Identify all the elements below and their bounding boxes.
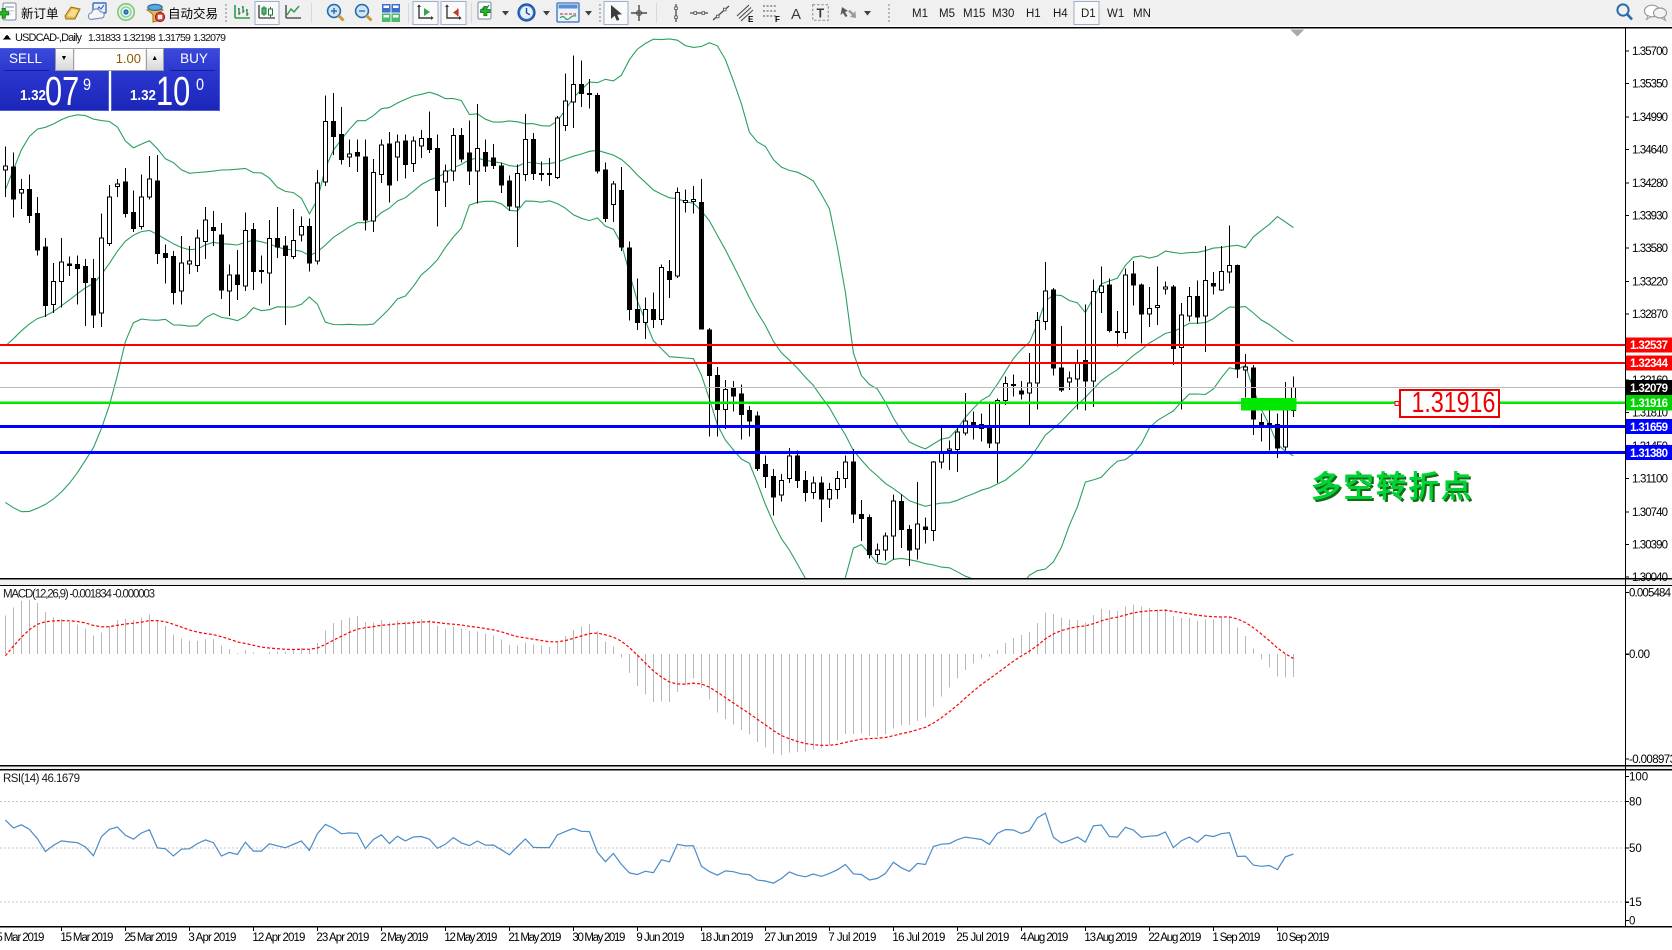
svg-text:1.30040: 1.30040: [1632, 572, 1668, 584]
svg-text:15 Mar 2019: 15 Mar 2019: [60, 932, 113, 944]
svg-text:1.32537: 1.32537: [1630, 340, 1668, 352]
svg-text:13 Aug 2019: 13 Aug 2019: [1084, 932, 1137, 944]
svg-text:1.33930: 1.33930: [1632, 211, 1668, 223]
svg-text:1.34990: 1.34990: [1632, 112, 1668, 124]
svg-text:9 Jun 2019: 9 Jun 2019: [636, 932, 684, 944]
svg-text:12 May 2019: 12 May 2019: [444, 932, 497, 944]
svg-text:1.31659: 1.31659: [1630, 422, 1668, 434]
svg-text:1.32198: 1.32198: [123, 32, 156, 44]
svg-text:H1: H1: [1026, 8, 1041, 20]
svg-text:M1: M1: [912, 8, 928, 20]
svg-text:新订单: 新订单: [21, 6, 59, 21]
svg-text:1.31100: 1.31100: [1632, 474, 1668, 486]
svg-text:W1: W1: [1107, 8, 1124, 20]
svg-text:0.00: 0.00: [1629, 649, 1650, 661]
svg-text:M30: M30: [992, 8, 1014, 20]
svg-text:1.31759: 1.31759: [158, 32, 191, 44]
svg-text:1.31916: 1.31916: [1630, 398, 1668, 410]
svg-text:D1: D1: [1081, 8, 1096, 20]
svg-text:1.31833: 1.31833: [88, 32, 121, 44]
svg-text:1.35350: 1.35350: [1632, 79, 1668, 91]
svg-text:1.32870: 1.32870: [1632, 309, 1668, 321]
svg-text:7 Jul 2019: 7 Jul 2019: [828, 932, 876, 944]
svg-text:1.30740: 1.30740: [1632, 507, 1668, 519]
svg-text:16 Jul 2019: 16 Jul 2019: [892, 932, 945, 944]
svg-text:3 Apr 2019: 3 Apr 2019: [188, 932, 236, 944]
svg-text:0: 0: [1629, 916, 1635, 928]
svg-text:MN: MN: [1133, 8, 1151, 20]
svg-text:27 Jun 2019: 27 Jun 2019: [764, 932, 817, 944]
svg-text:50: 50: [1629, 843, 1642, 855]
svg-text:30 May 2019: 30 May 2019: [572, 932, 625, 944]
svg-text:1.34280: 1.34280: [1632, 178, 1668, 190]
svg-text:USDCAD-,Daily: USDCAD-,Daily: [15, 32, 83, 44]
svg-text:2 May 2019: 2 May 2019: [380, 932, 428, 944]
svg-text:5 Mar 2019: 5 Mar 2019: [0, 932, 44, 944]
svg-text:H4: H4: [1053, 8, 1068, 20]
svg-text:21 May 2019: 21 May 2019: [508, 932, 561, 944]
svg-text:1.33580: 1.33580: [1632, 243, 1668, 255]
svg-text:0.005484: 0.005484: [1629, 588, 1672, 600]
svg-text:10 Sep 2019: 10 Sep 2019: [1276, 932, 1329, 944]
svg-text:4 Aug 2019: 4 Aug 2019: [1020, 932, 1068, 944]
svg-text:1.32344: 1.32344: [1630, 358, 1669, 370]
svg-text:80: 80: [1629, 797, 1642, 809]
svg-text:A: A: [791, 6, 801, 23]
svg-text:23 Apr 2019: 23 Apr 2019: [316, 932, 369, 944]
svg-text:100: 100: [1629, 772, 1648, 784]
svg-text:18 Jun 2019: 18 Jun 2019: [700, 932, 753, 944]
svg-text:自动交易: 自动交易: [168, 6, 218, 21]
svg-text:15: 15: [1629, 897, 1642, 909]
svg-text:1.35700: 1.35700: [1632, 46, 1668, 58]
svg-text:T: T: [817, 7, 825, 21]
svg-text:12 Apr 2019: 12 Apr 2019: [252, 932, 305, 944]
svg-text:-0.008973: -0.008973: [1629, 754, 1672, 766]
svg-text:1.33220: 1.33220: [1632, 277, 1668, 289]
svg-text:1 Sep 2019: 1 Sep 2019: [1212, 932, 1260, 944]
svg-text:F: F: [775, 15, 780, 24]
svg-text:MACD(12,26,9) -0.001834 -0.000: MACD(12,26,9) -0.001834 -0.000003: [3, 589, 155, 601]
svg-text:25 Mar 2019: 25 Mar 2019: [124, 932, 177, 944]
svg-text:RSI(14) 46.1679: RSI(14) 46.1679: [3, 773, 80, 785]
svg-text:M15: M15: [963, 8, 985, 20]
svg-text:1.34640: 1.34640: [1632, 145, 1668, 157]
svg-text:E: E: [748, 15, 754, 24]
svg-text:M5: M5: [939, 8, 955, 20]
svg-text:1.31380: 1.31380: [1630, 448, 1668, 460]
svg-text:1.32079: 1.32079: [1630, 383, 1668, 395]
svg-text:22 Aug 2019: 22 Aug 2019: [1148, 932, 1201, 944]
svg-text:1.32079: 1.32079: [193, 32, 226, 44]
svg-text:1.30390: 1.30390: [1632, 540, 1668, 552]
svg-text:1.31810: 1.31810: [1632, 408, 1668, 420]
svg-text:25 Jul 2019: 25 Jul 2019: [956, 932, 1009, 944]
